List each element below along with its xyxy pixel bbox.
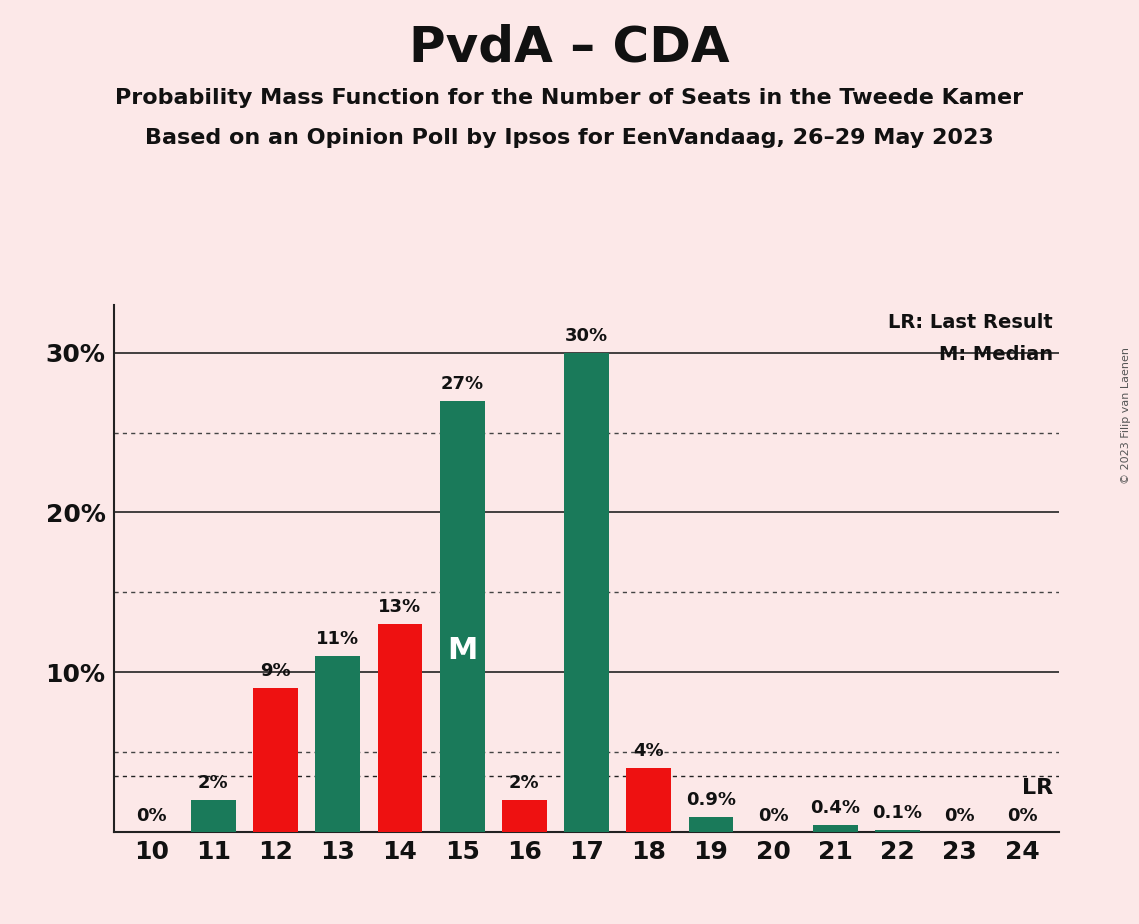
Text: PvdA – CDA: PvdA – CDA bbox=[409, 23, 730, 71]
Bar bbox=[564, 353, 609, 832]
Text: 27%: 27% bbox=[441, 375, 484, 393]
Bar bbox=[875, 830, 920, 832]
Text: LR: LR bbox=[1022, 778, 1054, 798]
Text: 0%: 0% bbox=[136, 808, 166, 825]
Bar bbox=[813, 825, 858, 832]
Bar bbox=[253, 688, 298, 832]
Text: 0.4%: 0.4% bbox=[810, 799, 860, 817]
Text: 0%: 0% bbox=[757, 808, 788, 825]
Text: 0%: 0% bbox=[1007, 808, 1038, 825]
Text: 2%: 2% bbox=[198, 773, 229, 792]
Text: 0.9%: 0.9% bbox=[686, 791, 736, 809]
Text: 11%: 11% bbox=[317, 630, 360, 648]
Text: M: Median: M: Median bbox=[939, 345, 1054, 364]
Text: Based on an Opinion Poll by Ipsos for EenVandaag, 26–29 May 2023: Based on an Opinion Poll by Ipsos for Ee… bbox=[145, 128, 994, 148]
Text: 0.1%: 0.1% bbox=[872, 804, 923, 822]
Bar bbox=[378, 624, 423, 832]
Text: 30%: 30% bbox=[565, 327, 608, 345]
Text: 9%: 9% bbox=[261, 662, 290, 680]
Bar bbox=[316, 656, 360, 832]
Bar bbox=[440, 401, 484, 832]
Bar bbox=[191, 799, 236, 832]
Bar bbox=[502, 799, 547, 832]
Text: 2%: 2% bbox=[509, 773, 540, 792]
Text: LR: Last Result: LR: Last Result bbox=[888, 313, 1054, 332]
Text: 4%: 4% bbox=[633, 742, 664, 760]
Text: 0%: 0% bbox=[944, 808, 975, 825]
Text: 13%: 13% bbox=[378, 598, 421, 616]
Bar bbox=[626, 768, 671, 832]
Bar bbox=[689, 817, 734, 832]
Text: Probability Mass Function for the Number of Seats in the Tweede Kamer: Probability Mass Function for the Number… bbox=[115, 88, 1024, 108]
Text: © 2023 Filip van Laenen: © 2023 Filip van Laenen bbox=[1121, 347, 1131, 484]
Text: M: M bbox=[446, 636, 477, 665]
